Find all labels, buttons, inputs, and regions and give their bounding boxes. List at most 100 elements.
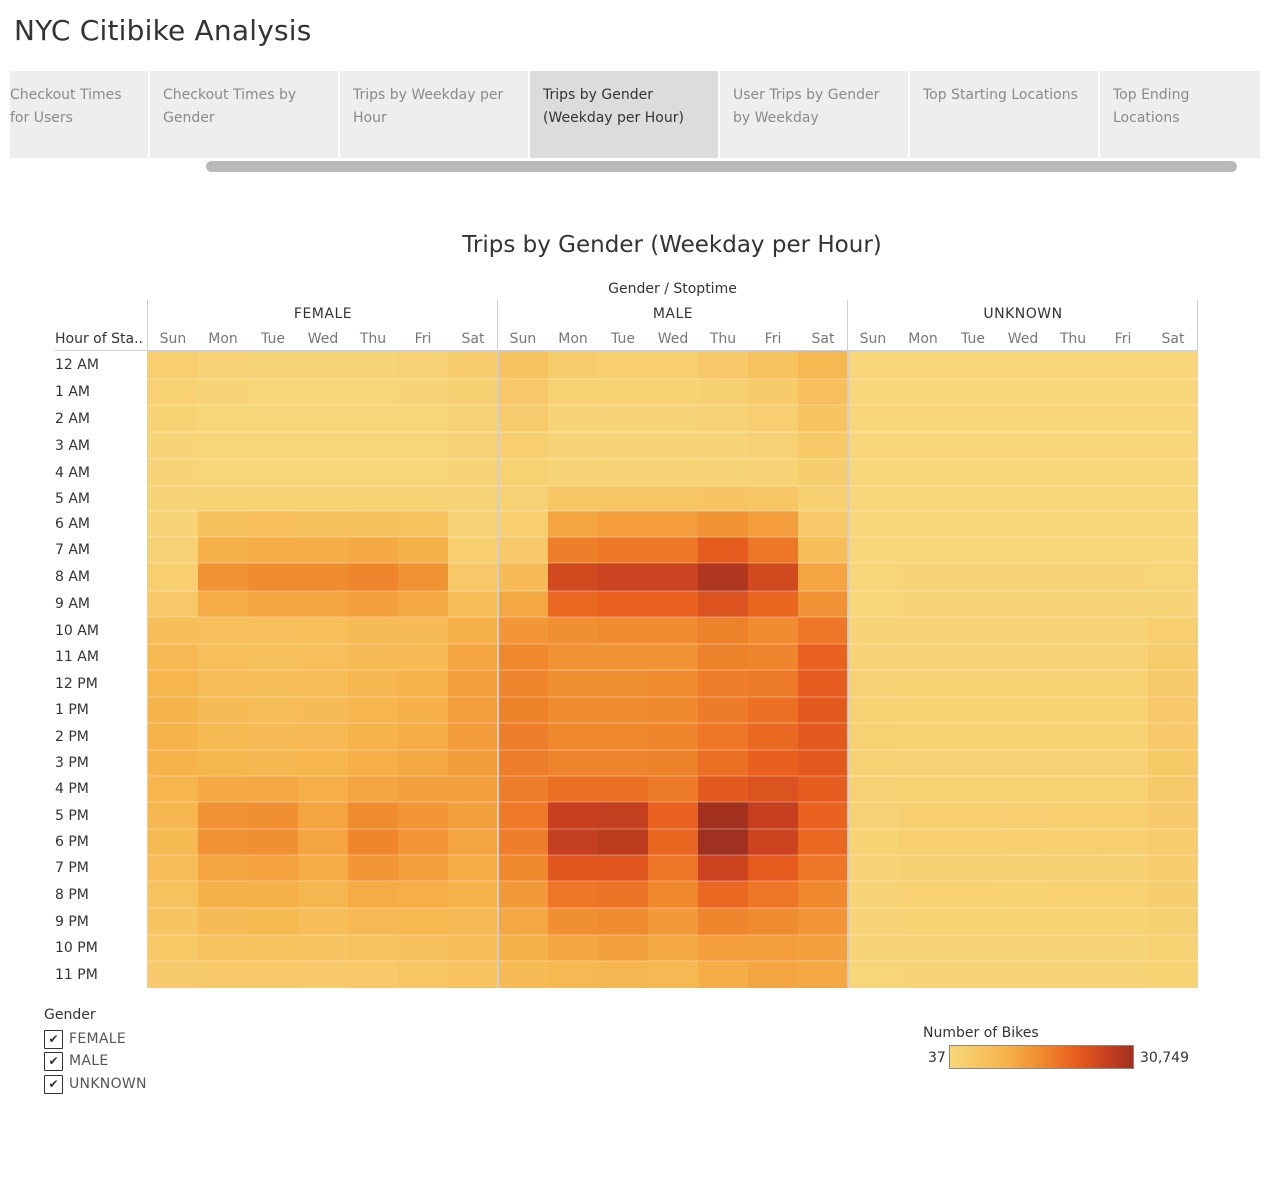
- heatmap-cell[interactable]: [198, 459, 248, 486]
- heatmap-cell[interactable]: [798, 459, 848, 486]
- heatmap-cell[interactable]: [398, 697, 448, 723]
- heatmap-cell[interactable]: [798, 511, 848, 537]
- heatmap-cell[interactable]: [948, 961, 998, 988]
- heatmap-cell[interactable]: [448, 351, 498, 379]
- heatmap-cell[interactable]: [348, 563, 398, 591]
- heatmap-cell[interactable]: [698, 802, 748, 829]
- heatmap-cell[interactable]: [298, 405, 348, 432]
- heatmap-cell[interactable]: [798, 881, 848, 908]
- heatmap-cell[interactable]: [198, 670, 248, 697]
- heatmap-cell[interactable]: [948, 379, 998, 405]
- heatmap-cell[interactable]: [548, 486, 598, 511]
- heatmap-cell[interactable]: [1098, 379, 1148, 405]
- heatmap-cell[interactable]: [548, 908, 598, 935]
- tab-trips-by-gender-weekday-per-hour[interactable]: Trips by Gender (Weekday per Hour): [530, 71, 718, 158]
- heatmap-cell[interactable]: [748, 459, 798, 486]
- heatmap-cell[interactable]: [498, 723, 548, 750]
- heatmap-cell[interactable]: [248, 935, 298, 961]
- heatmap-cell[interactable]: [898, 723, 948, 750]
- heatmap-cell[interactable]: [948, 855, 998, 881]
- heatmap-cell[interactable]: [748, 697, 798, 723]
- heatmap-cell[interactable]: [998, 486, 1048, 511]
- heatmap-cell[interactable]: [1148, 351, 1198, 379]
- heatmap-cell[interactable]: [598, 961, 648, 988]
- heatmap-cell[interactable]: [548, 802, 598, 829]
- heatmap-cell[interactable]: [998, 511, 1048, 537]
- heatmap-cell[interactable]: [498, 617, 548, 644]
- heatmap-cell[interactable]: [198, 591, 248, 617]
- checkbox-checked-icon[interactable]: ✔: [44, 1074, 63, 1094]
- heatmap-cell[interactable]: [898, 750, 948, 776]
- heatmap-cell[interactable]: [448, 908, 498, 935]
- heatmap-cell[interactable]: [398, 802, 448, 829]
- heatmap-cell[interactable]: [1048, 829, 1098, 855]
- heatmap-cell[interactable]: [348, 881, 398, 908]
- heatmap-cell[interactable]: [198, 935, 248, 961]
- heatmap-cell[interactable]: [548, 881, 598, 908]
- heatmap-cell[interactable]: [248, 750, 298, 776]
- heatmap-cell[interactable]: [1048, 961, 1098, 988]
- heatmap-cell[interactable]: [698, 644, 748, 670]
- heatmap-cell[interactable]: [1098, 591, 1148, 617]
- heatmap-cell[interactable]: [648, 591, 698, 617]
- heatmap-cell[interactable]: [398, 908, 448, 935]
- heatmap-cell[interactable]: [498, 511, 548, 537]
- heatmap-cell[interactable]: [1098, 935, 1148, 961]
- heatmap-cell[interactable]: [798, 697, 848, 723]
- heatmap-cell[interactable]: [798, 908, 848, 935]
- heatmap-cell[interactable]: [398, 459, 448, 486]
- heatmap-cell[interactable]: [248, 829, 298, 855]
- heatmap-cell[interactable]: [698, 617, 748, 644]
- heatmap-cell[interactable]: [598, 935, 648, 961]
- heatmap-cell[interactable]: [948, 537, 998, 563]
- heatmap-cell[interactable]: [898, 670, 948, 697]
- heatmap-cell[interactable]: [1148, 908, 1198, 935]
- heatmap-cell[interactable]: [748, 563, 798, 591]
- heatmap-cell[interactable]: [348, 855, 398, 881]
- heatmap-cell[interactable]: [1098, 644, 1148, 670]
- heatmap-cell[interactable]: [148, 511, 198, 537]
- heatmap-cell[interactable]: [548, 723, 598, 750]
- heatmap-cell[interactable]: [548, 750, 598, 776]
- heatmap-cell[interactable]: [848, 644, 898, 670]
- heatmap-cell[interactable]: [698, 776, 748, 802]
- checkbox-checked-icon[interactable]: ✔: [44, 1029, 63, 1049]
- heatmap-cell[interactable]: [1048, 563, 1098, 591]
- heatmap-cell[interactable]: [548, 935, 598, 961]
- heatmap-cell[interactable]: [1148, 511, 1198, 537]
- heatmap-cell[interactable]: [648, 908, 698, 935]
- heatmap-cell[interactable]: [348, 511, 398, 537]
- heatmap-cell[interactable]: [748, 432, 798, 459]
- heatmap-cell[interactable]: [848, 591, 898, 617]
- heatmap-cell[interactable]: [648, 723, 698, 750]
- heatmap-cell[interactable]: [1148, 563, 1198, 591]
- heatmap-cell[interactable]: [748, 961, 798, 988]
- heatmap-cell[interactable]: [698, 459, 748, 486]
- heatmap-cell[interactable]: [1098, 829, 1148, 855]
- heatmap-cell[interactable]: [1148, 670, 1198, 697]
- heatmap-cell[interactable]: [798, 750, 848, 776]
- heatmap-cell[interactable]: [548, 537, 598, 563]
- heatmap-cell[interactable]: [1098, 723, 1148, 750]
- heatmap-cell[interactable]: [198, 537, 248, 563]
- heatmap-cell[interactable]: [1148, 829, 1198, 855]
- heatmap-cell[interactable]: [998, 881, 1048, 908]
- heatmap-cell[interactable]: [598, 591, 648, 617]
- heatmap-cell[interactable]: [348, 459, 398, 486]
- heatmap-cell[interactable]: [898, 591, 948, 617]
- heatmap-cell[interactable]: [548, 511, 598, 537]
- heatmap-cell[interactable]: [898, 432, 948, 459]
- heatmap-cell[interactable]: [148, 802, 198, 829]
- tab-top-starting-locations[interactable]: Top Starting Locations: [910, 71, 1098, 158]
- heatmap-cell[interactable]: [298, 881, 348, 908]
- heatmap-cell[interactable]: [1148, 432, 1198, 459]
- heatmap-cell[interactable]: [1048, 379, 1098, 405]
- heatmap-cell[interactable]: [698, 697, 748, 723]
- heatmap-cell[interactable]: [498, 697, 548, 723]
- heatmap-cell[interactable]: [948, 697, 998, 723]
- heatmap-cell[interactable]: [698, 379, 748, 405]
- heatmap-cell[interactable]: [248, 961, 298, 988]
- heatmap-cell[interactable]: [798, 829, 848, 855]
- heatmap-cell[interactable]: [298, 644, 348, 670]
- heatmap-cell[interactable]: [698, 563, 748, 591]
